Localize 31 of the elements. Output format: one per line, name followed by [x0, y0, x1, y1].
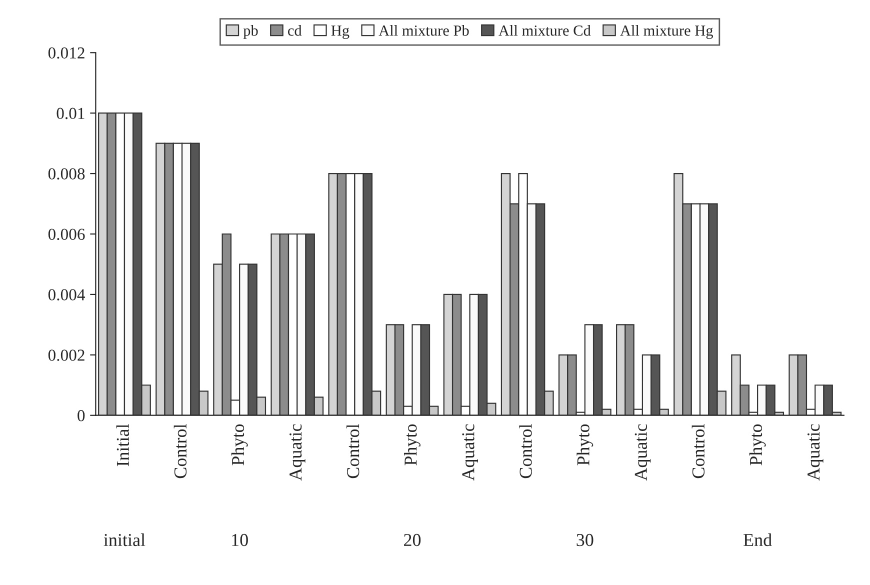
legend-label: Hg — [331, 26, 350, 39]
text: initial — [104, 533, 146, 546]
x-tick-label: Aquatic — [634, 424, 651, 481]
x-tick-label: Control — [692, 424, 705, 478]
y-tick-label: 0.006 — [48, 228, 85, 240]
y-tick-label: 0.012 — [48, 47, 84, 59]
x-tick-label: Aquatic — [462, 424, 478, 481]
x-tick-label: Phyto — [231, 424, 248, 466]
x-tick-label: Initial — [116, 424, 129, 466]
text: 10 — [232, 534, 248, 546]
legend-label: cd — [288, 25, 302, 36]
x-tick-label: Phyto — [749, 424, 766, 466]
y-tick-label: 0.008 — [48, 168, 85, 180]
x-tick-label: Aquatic — [808, 424, 824, 481]
x-tick-label: Phyto — [404, 424, 420, 466]
x-tick-label: Aquatic — [290, 424, 306, 481]
x-tick-label: Control — [519, 424, 532, 478]
y-tick-label: 0 — [78, 410, 85, 422]
x-tick-label: Control — [346, 424, 360, 478]
legend-label: pb — [243, 25, 258, 39]
text: 30 — [576, 534, 594, 546]
x-tick-label: Control — [174, 424, 187, 478]
text: 20 — [404, 534, 421, 546]
legend-label: All mixture Cd — [498, 25, 591, 36]
legend-label: All mixture Hg — [620, 25, 714, 39]
text: End — [744, 533, 772, 546]
legend-label: All mixture Pb — [378, 25, 469, 36]
y-tick-label: 0.01 — [56, 108, 84, 120]
y-tick-label: 0.002 — [48, 350, 84, 361]
x-tick-label: Phyto — [576, 424, 594, 466]
y-tick-label: 0.004 — [48, 289, 86, 300]
